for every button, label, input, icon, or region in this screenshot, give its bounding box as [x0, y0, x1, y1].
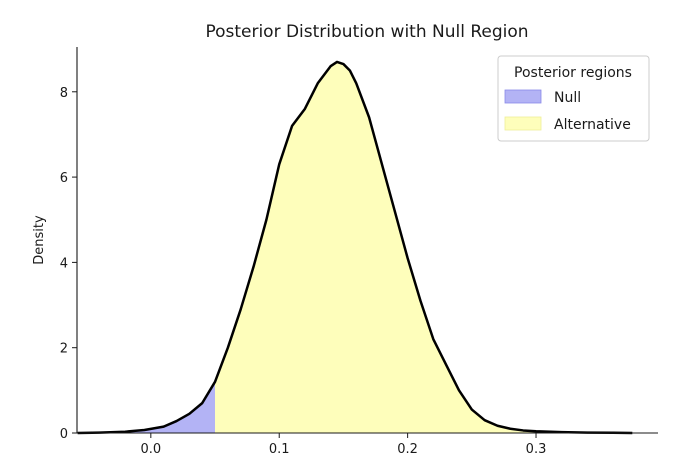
x-tick-label: 0.2 [397, 442, 418, 457]
chart-title: Posterior Distribution with Null Region [205, 22, 528, 42]
y-axis: 0 2 4 6 8 Density [32, 47, 78, 442]
legend-label-null: Null [554, 90, 581, 106]
y-tick-label: 0 [60, 427, 68, 442]
alternative-region-area [215, 61, 633, 434]
x-tick-label: 0.1 [269, 442, 290, 457]
plot-area [77, 60, 633, 435]
y-tick-label: 8 [60, 86, 68, 101]
x-ticks: 0.0 0.1 0.2 0.3 [140, 433, 546, 457]
y-ticks: 0 2 4 6 8 [60, 86, 77, 442]
x-tick-label: 0.3 [526, 442, 547, 457]
y-axis-label: Density [32, 215, 47, 265]
x-tick-label: 0.0 [140, 442, 161, 457]
null-region-area [77, 381, 216, 433]
density-curve [77, 60, 633, 435]
x-axis: 0.0 0.1 0.2 0.3 [77, 432, 658, 457]
legend-title: Posterior regions [514, 65, 632, 81]
legend-label-alternative: Alternative [554, 117, 631, 133]
legend-swatch-null [504, 89, 542, 104]
legend: Posterior regions Null Alternative [497, 55, 650, 142]
y-tick-label: 6 [60, 171, 68, 186]
y-tick-label: 2 [60, 342, 68, 357]
y-tick-label: 4 [60, 256, 68, 271]
legend-swatch-alternative [504, 116, 542, 131]
